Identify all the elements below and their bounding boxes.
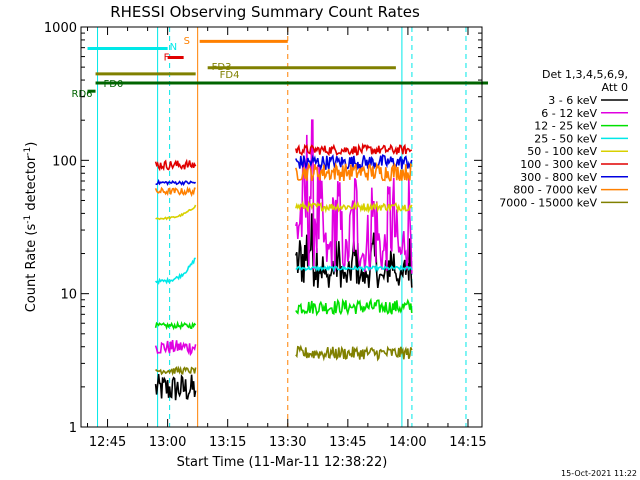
series-7-segment-1 (295, 161, 413, 182)
legend-entry-label: 100 - 300 keV (520, 158, 597, 171)
flag-label-fd4: FD4 (220, 70, 240, 81)
legend-entry-label: 7000 - 15000 keV (499, 196, 597, 209)
y-axis: 1 10 100 1000 (44, 21, 482, 436)
legend-entry-label: 3 - 6 keV (548, 94, 597, 107)
chart-title: RHESSI Observing Summary Count Rates (110, 3, 420, 21)
y-tick-label: 1000 (44, 21, 77, 36)
x-tick-label: 14:15 (449, 435, 486, 450)
series-6-segment-0 (155, 178, 197, 187)
flag-label-s: S (184, 36, 190, 47)
series-3-segment-0 (154, 257, 196, 285)
legend-header-1: Det 1,3,4,5,6,9, (542, 68, 628, 81)
x-axis: 12:45 13:00 13:15 13:30 13:45 14:00 14:15 (87, 27, 487, 450)
x-tick-label: 13:45 (329, 435, 366, 450)
flag-label-fd0: FD0 (104, 79, 124, 90)
series-0-segment-0 (154, 373, 197, 401)
series-6-segment-1 (295, 154, 413, 171)
legend-entry-label: 12 - 25 keV (534, 120, 597, 133)
y-axis-label-sup1: -1 (23, 215, 33, 224)
y-axis-label-end: ) (24, 142, 39, 147)
legend-entry-label: 300 - 800 keV (520, 171, 597, 184)
legend-entry-label: 50 - 100 keV (527, 145, 597, 158)
x-tick-label: 14:00 (389, 435, 426, 450)
x-tick-label: 12:45 (89, 435, 126, 450)
series-2-segment-0 (154, 320, 197, 331)
x-tick-label: 13:15 (209, 435, 246, 450)
legend-header-2: Att 0 (602, 81, 628, 94)
y-tick-label: 100 (52, 154, 77, 169)
series-4-segment-0 (155, 204, 197, 221)
series-1-segment-0 (154, 340, 197, 357)
series-2-segment-1 (295, 297, 413, 317)
footer-timestamp: 15-Oct-2021 11:22 (561, 469, 637, 478)
series-3-segment-1 (295, 263, 413, 273)
series-7-segment-0 (154, 186, 196, 198)
y-axis-label-mid: detector (24, 155, 39, 215)
y-tick-label: 10 (60, 288, 77, 303)
y-axis-label: Count Rate (s-1 detector-1) (23, 142, 39, 313)
plot-frame (80, 26, 483, 428)
x-tick-label: 13:00 (149, 435, 186, 450)
y-axis-label-sup2: -1 (23, 147, 33, 156)
legend-entry-label: 25 - 50 keV (534, 132, 597, 145)
flag-label-n: N (170, 42, 177, 53)
y-tick-label: 1 (69, 421, 77, 436)
y-axis-label-main: Count Rate (s (24, 224, 39, 313)
flag-label-rd6: RD6 (72, 89, 93, 100)
legend-entry-label: 800 - 7000 keV (513, 184, 597, 197)
series-5-segment-0 (154, 158, 197, 172)
series-5-segment-1 (295, 142, 413, 157)
series-8-segment-1 (295, 344, 413, 362)
flag-label-f: F (164, 53, 170, 64)
x-tick-label: 13:30 (269, 435, 306, 450)
legend-entry-label: 6 - 12 keV (541, 107, 597, 120)
x-axis-label: Start Time (11-Mar-11 12:38:22) (177, 455, 388, 470)
series-4-segment-1 (295, 200, 413, 214)
series-8-segment-0 (155, 365, 197, 377)
series-1-segment-1 (295, 119, 413, 274)
flag-label-fd3: FD3 (212, 62, 232, 73)
